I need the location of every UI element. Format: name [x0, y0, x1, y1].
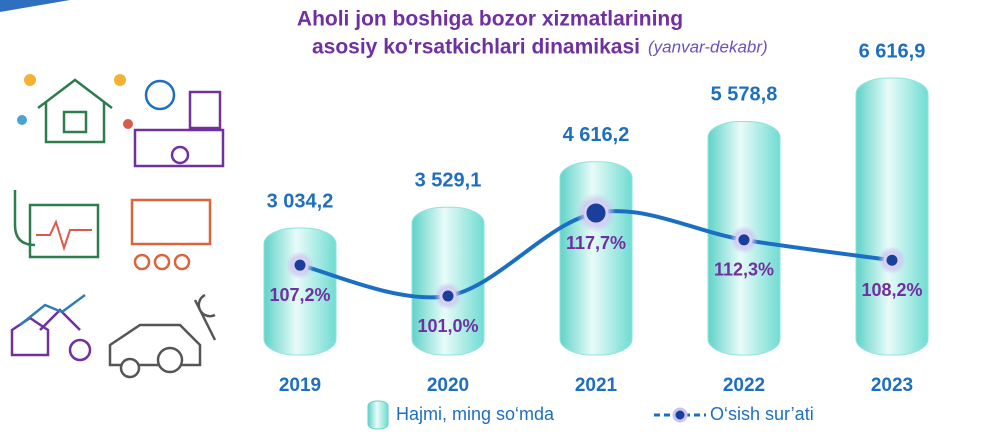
x-tick-label: 2022 [723, 375, 765, 396]
chart-title: Aholi jon boshiga bozor xizmatlarining [297, 8, 683, 31]
legend-swatch [672, 407, 688, 423]
marker [735, 231, 753, 249]
x-tick-label: 2019 [279, 375, 321, 396]
legend-swatch [367, 400, 389, 430]
marker [291, 256, 309, 274]
chart-subtitle: (yanvar-dekabr) [648, 37, 768, 56]
marker [439, 287, 457, 305]
data-label: 117,7% [566, 233, 626, 253]
data-label: 4 616,2 [563, 124, 630, 146]
data-label: 108,2% [861, 280, 922, 300]
chart-title: asosiy ko‘rsatkichlari dinamikasi [312, 36, 640, 59]
data-label: 5 578,8 [711, 84, 778, 106]
data-label: 101,0% [417, 316, 478, 336]
data-label: 3 034,2 [267, 190, 334, 212]
marker [583, 200, 609, 226]
data-label: 112,3% [714, 260, 774, 280]
bar [559, 161, 633, 356]
bar [263, 227, 337, 356]
x-tick-label: 2021 [575, 375, 618, 396]
decor-icons [0, 0, 225, 379]
data-label: 3 529,1 [415, 170, 482, 192]
x-tick-label: 2023 [871, 375, 913, 396]
x-tick-label: 2020 [427, 375, 469, 396]
data-label: 6 616,9 [859, 40, 926, 62]
data-label: 107,2% [269, 285, 330, 305]
marker [883, 251, 901, 269]
legend-label: Hajmi, ming so‘mda [396, 404, 555, 424]
legend-label: O‘sish sur’ati [710, 404, 814, 424]
bar [855, 77, 929, 356]
legend: Hajmi, ming so‘mda O‘sish sur’ati [367, 400, 814, 430]
